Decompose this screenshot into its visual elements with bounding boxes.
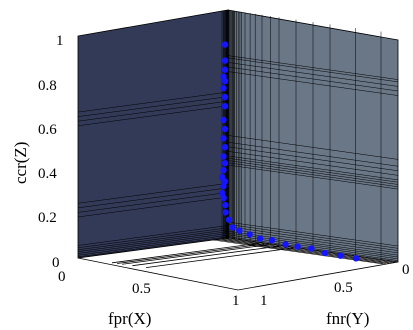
floor-gridline xyxy=(132,245,280,267)
data-point xyxy=(220,135,227,142)
data-point xyxy=(221,66,229,73)
z-axis-label: ccr(Z) xyxy=(11,142,30,184)
left-wall-gridline xyxy=(77,96,229,117)
data-point xyxy=(268,237,276,244)
data-point xyxy=(221,144,229,151)
data-point xyxy=(337,252,344,259)
floor-gridline xyxy=(218,238,390,264)
left-wall-gridline xyxy=(77,231,229,252)
data-point xyxy=(256,235,264,242)
data-point xyxy=(220,84,227,92)
data-point xyxy=(308,245,315,252)
data-point xyxy=(222,201,229,209)
y-tick-0.5: 0.5 xyxy=(334,280,353,296)
data-point xyxy=(218,190,226,197)
floor-gridline xyxy=(122,244,270,265)
z-tick-0.2: 0.2 xyxy=(38,210,57,226)
data-point xyxy=(221,125,229,133)
y-tick-0: 0 xyxy=(402,262,410,278)
data-point xyxy=(220,167,227,174)
left-wall-gridline xyxy=(77,233,229,254)
data-point xyxy=(321,249,329,257)
z-tick-0.4: 0.4 xyxy=(38,166,57,182)
data-point xyxy=(221,178,229,185)
data-point xyxy=(220,116,227,124)
left-wall-gridline xyxy=(77,196,229,218)
left-wall-gridline xyxy=(77,183,229,204)
y-axis-label: fnr(Y) xyxy=(326,309,369,328)
floor-gridline xyxy=(221,238,393,264)
left-wall-gridline xyxy=(77,235,229,256)
left-wall-gridline xyxy=(77,100,229,122)
data-point xyxy=(222,209,229,216)
data-point xyxy=(352,255,360,262)
z-tick-0.8: 0.8 xyxy=(38,78,57,94)
left-wall-gridline xyxy=(77,105,229,127)
left-wall-gridline xyxy=(77,192,229,213)
data-point xyxy=(221,103,229,110)
data-point xyxy=(221,77,229,85)
data-points xyxy=(218,41,360,262)
data-point xyxy=(220,194,227,202)
left-wall-gridline xyxy=(77,227,229,248)
data-point xyxy=(220,153,227,160)
z-tick-0: 0 xyxy=(52,255,60,271)
data-point xyxy=(225,216,233,223)
floor-gridline xyxy=(111,242,260,264)
data-point xyxy=(236,227,243,234)
data-point xyxy=(221,57,229,64)
x-tick-0: 0 xyxy=(58,269,66,285)
left-wall-gridline xyxy=(77,187,229,209)
data-point xyxy=(221,160,229,167)
floor-gridline xyxy=(145,247,294,268)
data-point xyxy=(294,243,301,250)
left-wall-gridline xyxy=(77,229,229,251)
data-point xyxy=(220,183,227,190)
floor-gridline xyxy=(117,243,265,264)
data-point xyxy=(229,224,236,231)
z-tick-1: 1 xyxy=(56,33,64,49)
floor-plane xyxy=(77,237,399,291)
right-wall-gridlines xyxy=(227,10,399,261)
y-tick-1: 1 xyxy=(260,293,268,309)
xz-back-wall xyxy=(77,9,229,259)
left-wall-gridline xyxy=(77,236,229,258)
left-wall-gridline xyxy=(77,225,229,246)
x-tick-1: 1 xyxy=(232,293,240,309)
left-wall-gridline xyxy=(77,91,229,113)
data-point xyxy=(246,231,253,238)
x-axis-label: fpr(X) xyxy=(108,309,151,328)
x-tick-0.5: 0.5 xyxy=(132,281,151,297)
data-point xyxy=(221,41,229,48)
z-tick-0.6: 0.6 xyxy=(38,122,57,138)
data-point xyxy=(282,241,289,248)
data-point xyxy=(221,93,229,101)
